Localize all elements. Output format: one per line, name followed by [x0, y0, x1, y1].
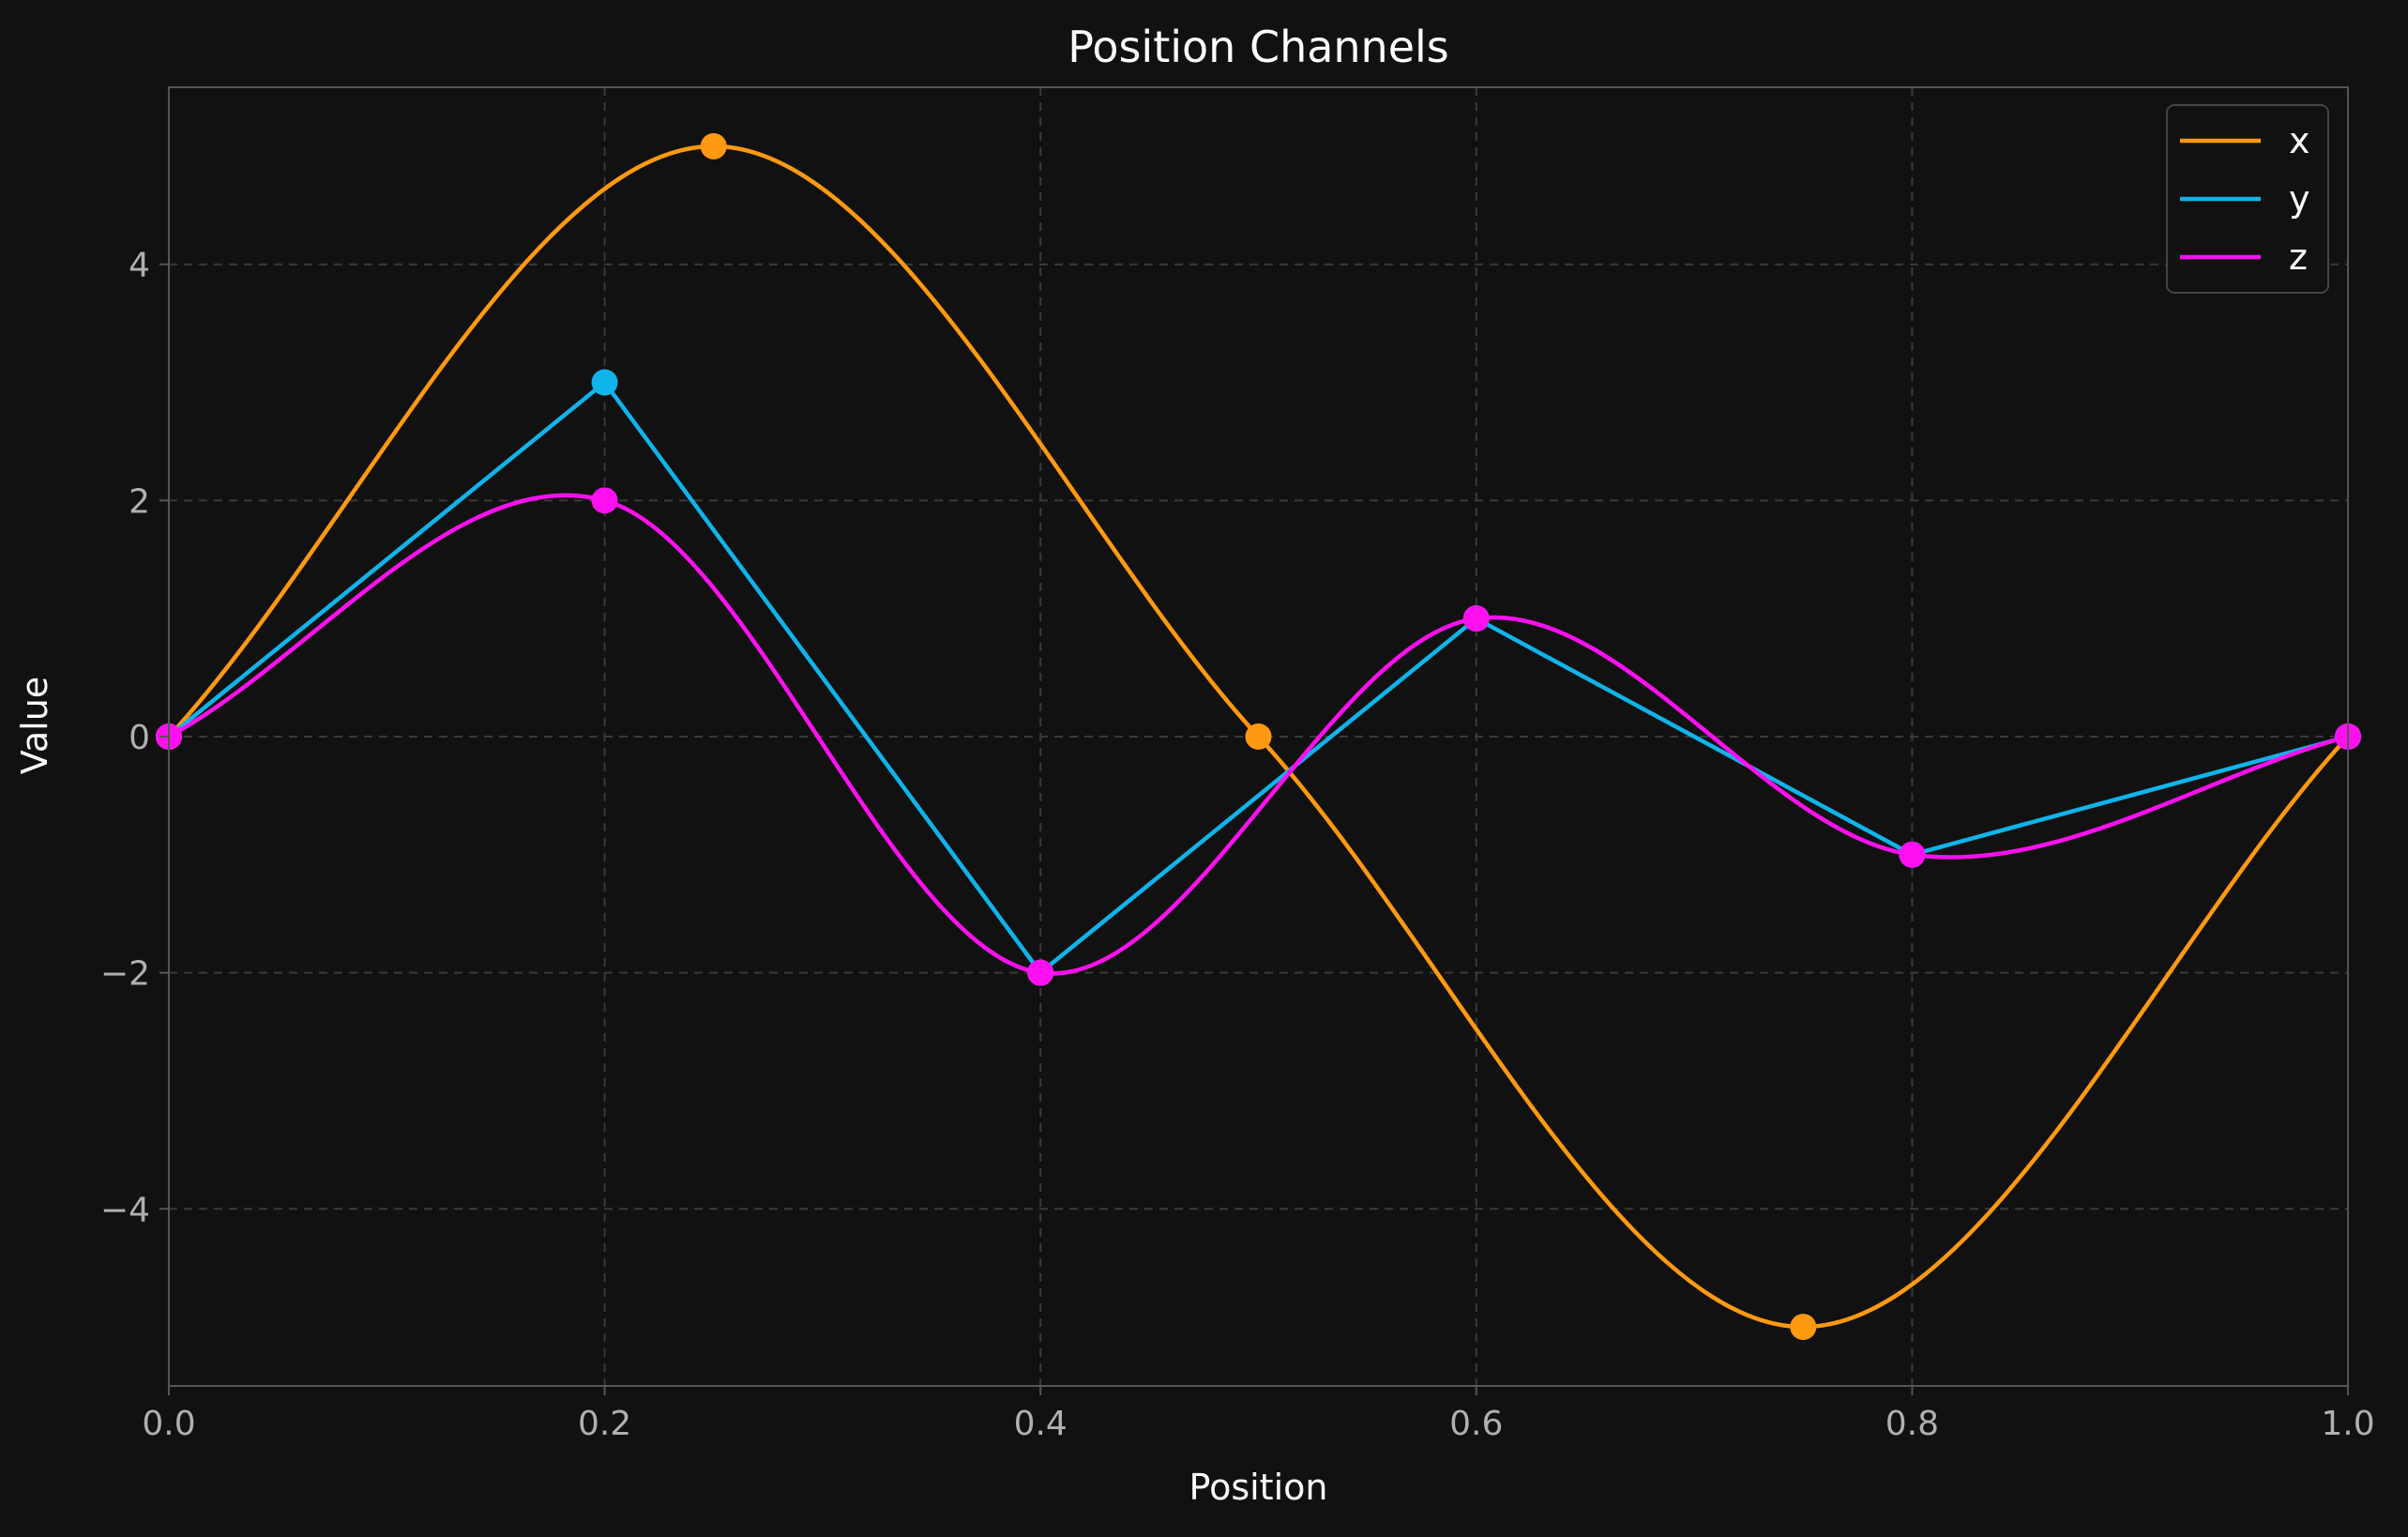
x-tick-label: 1.0 — [2321, 1405, 2374, 1443]
data-point-z — [1462, 605, 1490, 632]
legend: xyz — [2166, 104, 2329, 294]
series-line-y — [167, 380, 2349, 975]
x-tick-label: 0.0 — [142, 1405, 195, 1443]
chart-title: Position Channels — [1068, 22, 1449, 72]
x-axis-label: Position — [1189, 1467, 1328, 1508]
legend-label-z: z — [2289, 236, 2308, 278]
y-tick-label: 0 — [129, 719, 150, 757]
y-tick-label: 2 — [129, 482, 150, 521]
data-point-z — [591, 487, 618, 514]
data-point-y — [591, 369, 618, 396]
data-point-x — [1790, 1314, 1817, 1341]
series-z — [156, 487, 2361, 986]
ticks: 0.0 0.2 0.4 0.6 0.8 1.0 −4 −2 0 2 4 — [100, 247, 2375, 1443]
y-tick-label: −2 — [100, 955, 150, 994]
y-tick-label: 4 — [129, 247, 150, 285]
legend-label-x: x — [2289, 120, 2310, 161]
legend-label-y: y — [2289, 178, 2310, 220]
x-tick-label: 0.4 — [1014, 1405, 1068, 1443]
series-layer — [156, 132, 2361, 1341]
y-tick-label: −4 — [100, 1191, 150, 1229]
data-point-x — [1245, 723, 1272, 750]
y-axis-label: Value — [14, 677, 55, 774]
data-point-z — [1027, 959, 1054, 986]
series-line-z — [167, 493, 2349, 976]
x-tick-label: 0.2 — [578, 1405, 631, 1443]
data-point-x — [700, 132, 727, 160]
data-point-z — [1899, 841, 1926, 868]
x-tick-label: 0.6 — [1449, 1405, 1503, 1443]
x-tick-label: 0.8 — [1886, 1405, 1939, 1443]
